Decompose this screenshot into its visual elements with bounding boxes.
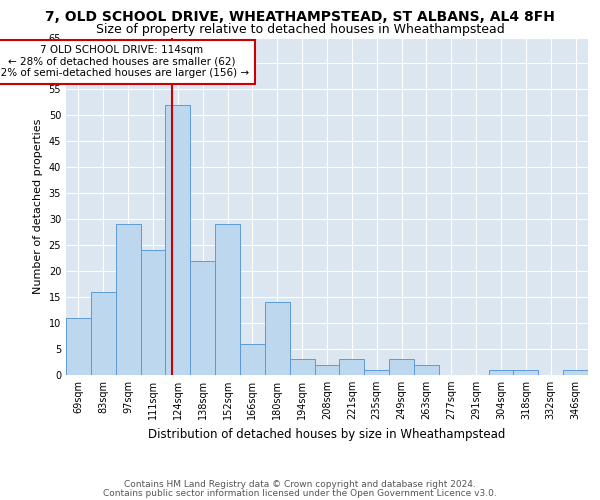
- Bar: [240, 344, 265, 375]
- Text: 7, OLD SCHOOL DRIVE, WHEATHAMPSTEAD, ST ALBANS, AL4 8FH: 7, OLD SCHOOL DRIVE, WHEATHAMPSTEAD, ST …: [45, 10, 555, 24]
- Text: 7 OLD SCHOOL DRIVE: 114sqm
← 28% of detached houses are smaller (62)
72% of semi: 7 OLD SCHOOL DRIVE: 114sqm ← 28% of deta…: [0, 46, 250, 78]
- Text: Size of property relative to detached houses in Wheathampstead: Size of property relative to detached ho…: [95, 22, 505, 36]
- Text: Contains HM Land Registry data © Crown copyright and database right 2024.: Contains HM Land Registry data © Crown c…: [124, 480, 476, 489]
- X-axis label: Distribution of detached houses by size in Wheathampstead: Distribution of detached houses by size …: [148, 428, 506, 440]
- Bar: [166, 105, 190, 375]
- Bar: [215, 224, 240, 375]
- Bar: [290, 360, 314, 375]
- Bar: [314, 364, 340, 375]
- Bar: [190, 261, 215, 375]
- Bar: [66, 318, 91, 375]
- Bar: [364, 370, 389, 375]
- Bar: [488, 370, 514, 375]
- Bar: [340, 360, 364, 375]
- Y-axis label: Number of detached properties: Number of detached properties: [33, 118, 43, 294]
- Bar: [563, 370, 588, 375]
- Bar: [389, 360, 414, 375]
- Bar: [514, 370, 538, 375]
- Bar: [116, 224, 140, 375]
- Bar: [140, 250, 166, 375]
- Bar: [91, 292, 116, 375]
- Text: Contains public sector information licensed under the Open Government Licence v3: Contains public sector information licen…: [103, 488, 497, 498]
- Bar: [414, 364, 439, 375]
- Bar: [265, 302, 290, 375]
